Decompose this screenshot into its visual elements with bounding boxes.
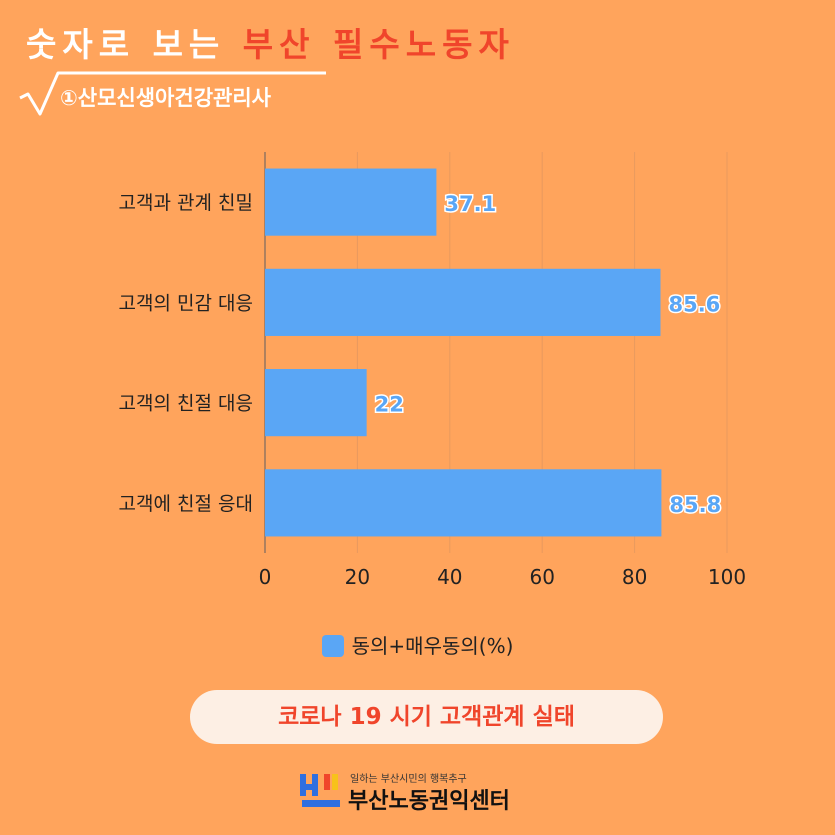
x-tick-label: 80: [622, 565, 647, 589]
checkmark-icon: [19, 71, 326, 116]
data-label: 37.1: [444, 192, 496, 216]
data-label: 22: [375, 393, 404, 417]
bar: [265, 469, 662, 537]
category-label: 고객에 친절 응대: [119, 493, 253, 515]
legend-label: 동의+매우동의(%): [351, 634, 514, 658]
bar: [265, 268, 661, 336]
x-tick-label: 60: [529, 565, 554, 589]
x-tick-label: 40: [437, 565, 462, 589]
org-logo-icon: [300, 774, 340, 807]
bar-chart: 고객과 관계 친밀 37.1 고객의 민감 대응 85.6 고객의 친절 대응 22 고객에…: [119, 152, 746, 589]
org-name: 부산노동권익센터: [348, 789, 510, 814]
footer: 일하는 부산시민의 행복추구 부산노동권익센터: [298, 768, 558, 818]
subtitle-block: ①산모신생아건강관리사: [18, 70, 328, 120]
page-title-highlight: 부산 필수노동자: [242, 25, 515, 64]
page-title-white: 숫자로 보는: [26, 25, 226, 64]
category-label: 고객의 친절 대응: [119, 393, 253, 415]
category-label: 고객의 민감 대응: [119, 292, 253, 314]
subtitle: ①산모신생아건강관리사: [60, 86, 271, 110]
legend-swatch: [321, 635, 344, 657]
legend: 동의+매우동의(%): [0, 630, 835, 659]
x-tick-label: 20: [345, 565, 370, 589]
data-label: 85.6: [668, 292, 720, 316]
page-title: 숫자로 보는 부산 필수노동자: [26, 18, 515, 66]
data-label: 85.8: [669, 493, 721, 517]
bar: [265, 369, 367, 437]
org-tagline: 일하는 부산시민의 행복추구: [350, 774, 467, 785]
category-label: 고객과 관계 친밀: [119, 192, 253, 214]
x-tick-label: 0: [259, 565, 272, 589]
bar: [265, 168, 437, 236]
caption-pill: 코로나 19 시기 고객관계 실태: [190, 690, 663, 744]
x-tick-label: 100: [708, 565, 746, 589]
